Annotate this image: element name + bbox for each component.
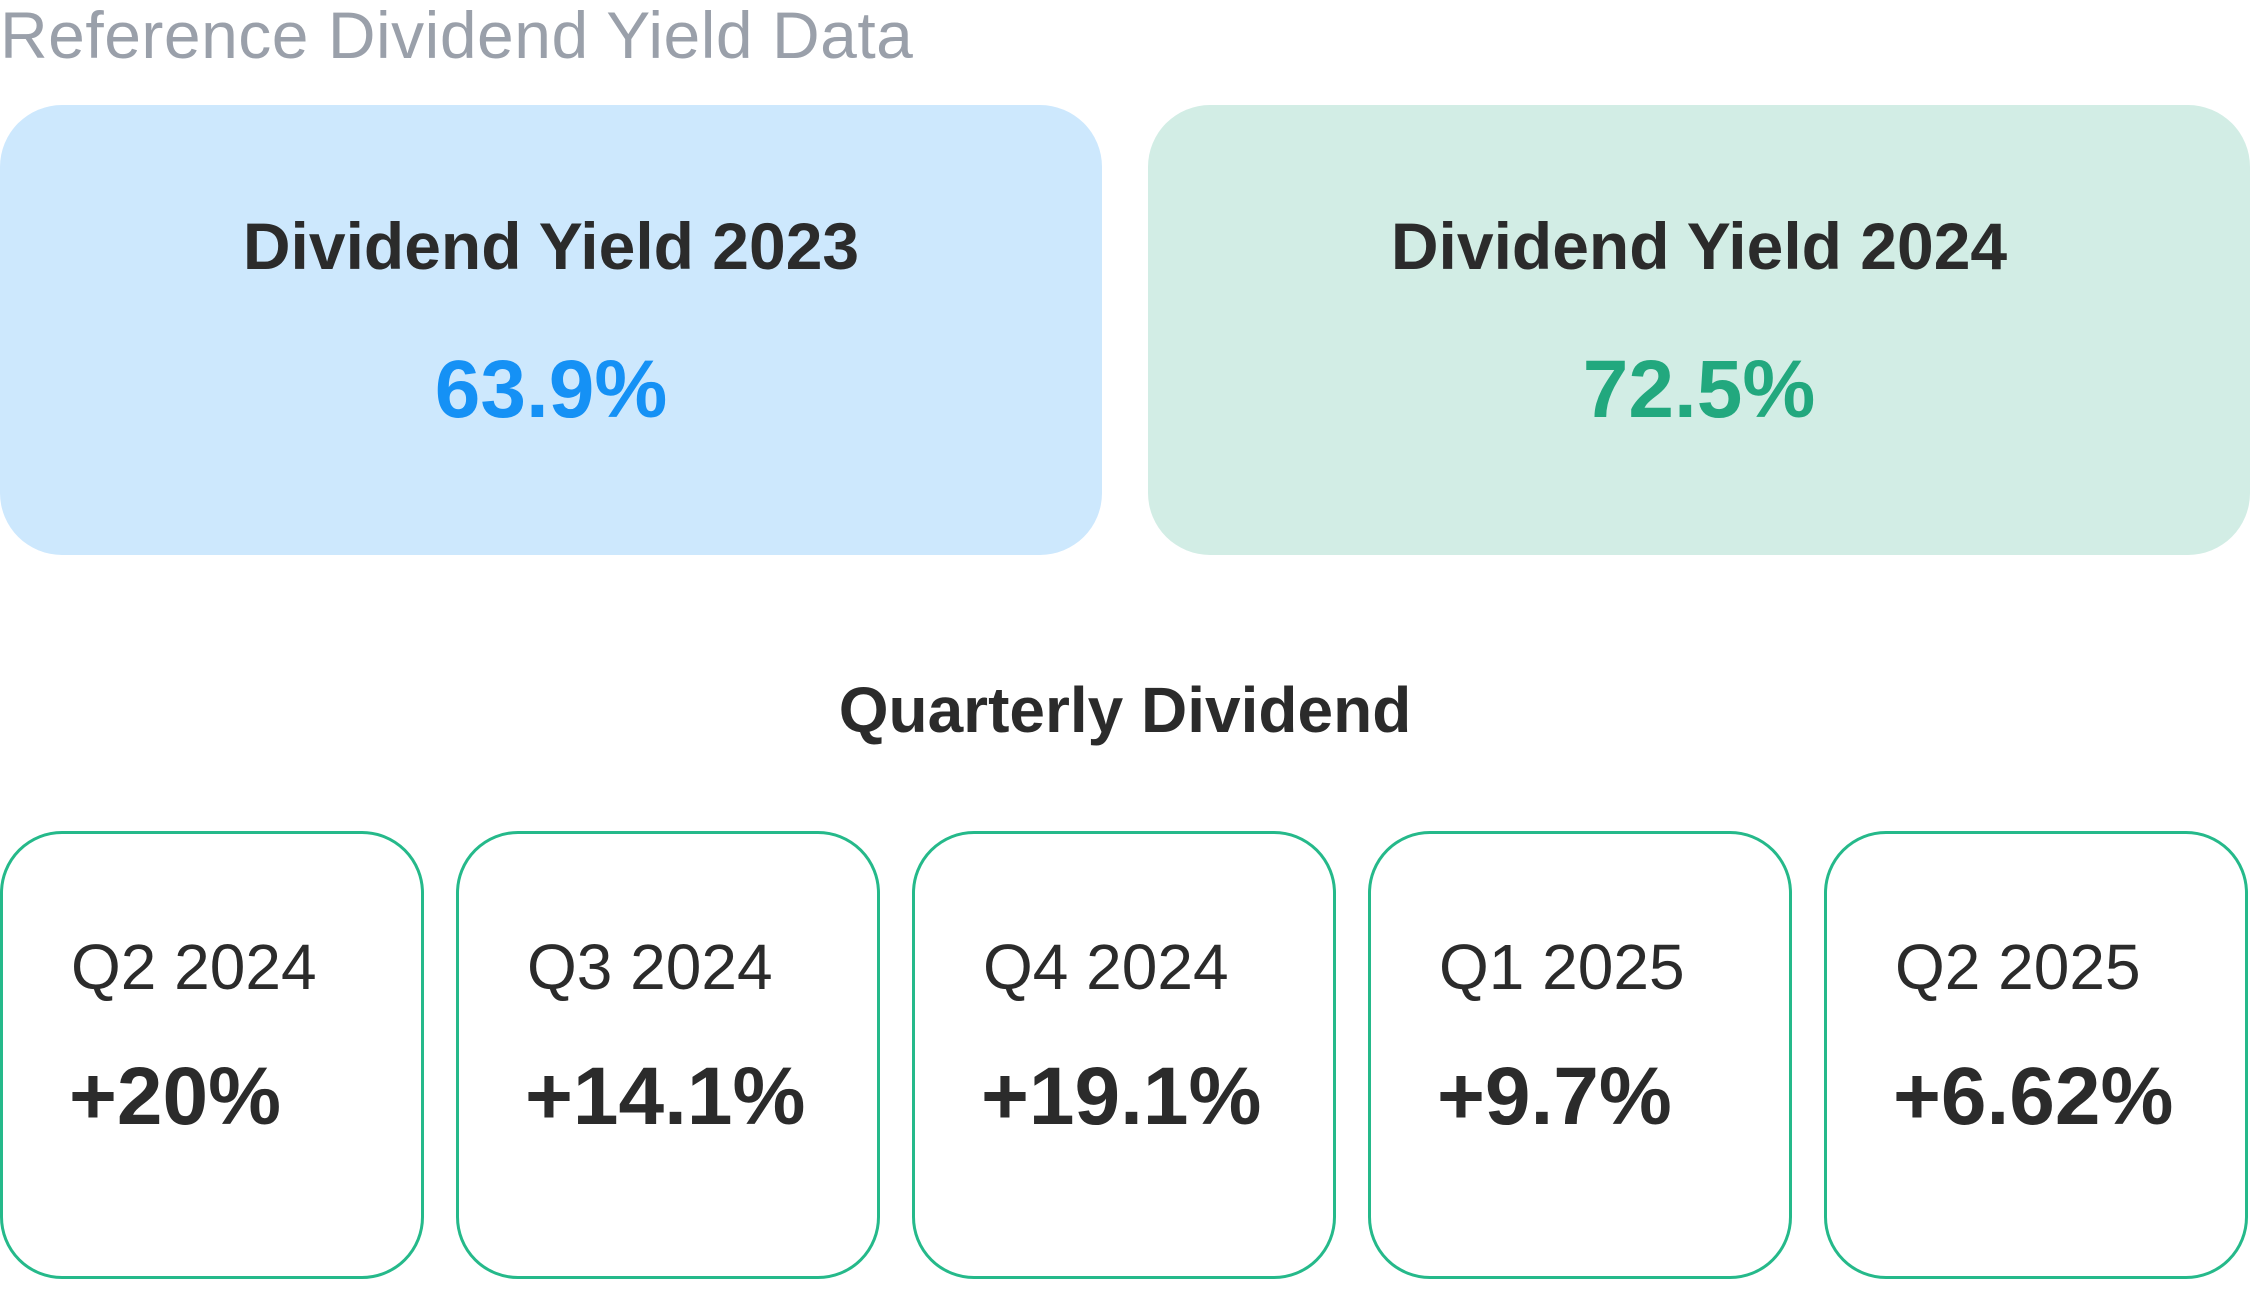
quarter-label: Q2 2025 [1895, 931, 2141, 1003]
quarter-card-q2-2024: Q2 2024 +20% [0, 831, 424, 1279]
quarter-label: Q3 2024 [527, 931, 773, 1003]
dividend-yield-2024-card: Dividend Yield 2024 72.5% [1148, 105, 2250, 555]
quarter-card-q1-2025: Q1 2025 +9.7% [1368, 831, 1792, 1279]
dividend-yield-2024-label: Dividend Yield 2024 [1390, 209, 2008, 283]
quarter-label: Q1 2025 [1439, 931, 1685, 1003]
quarter-card-q4-2024: Q4 2024 +19.1% [912, 831, 1336, 1279]
quarter-change-value: +14.1% [525, 1051, 806, 1142]
quarter-change-value: +20% [69, 1051, 282, 1142]
dividend-yield-2023-value: 63.9% [434, 344, 668, 435]
dividend-yield-2023-label: Dividend Yield 2023 [242, 209, 860, 283]
quarterly-dividend-title: Quarterly Dividend [838, 674, 1412, 746]
quarter-label: Q4 2024 [983, 931, 1229, 1003]
quarter-change-value: +9.7% [1437, 1051, 1672, 1142]
quarter-card-q3-2024: Q3 2024 +14.1% [456, 831, 880, 1279]
dividend-yield-2023-card: Dividend Yield 2023 63.9% [0, 105, 1102, 555]
page-title: Reference Dividend Yield Data [0, 0, 914, 72]
quarter-change-value: +6.62% [1893, 1051, 2174, 1142]
quarter-card-q2-2025: Q2 2025 +6.62% [1824, 831, 2248, 1279]
quarterly-dividend-list: Q2 2024 +20% Q3 2024 +14.1% Q4 2024 +19.… [0, 831, 2250, 1281]
quarter-change-value: +19.1% [981, 1051, 1262, 1142]
dividend-yield-2024-value: 72.5% [1582, 344, 1816, 435]
quarter-label: Q2 2024 [71, 931, 317, 1003]
